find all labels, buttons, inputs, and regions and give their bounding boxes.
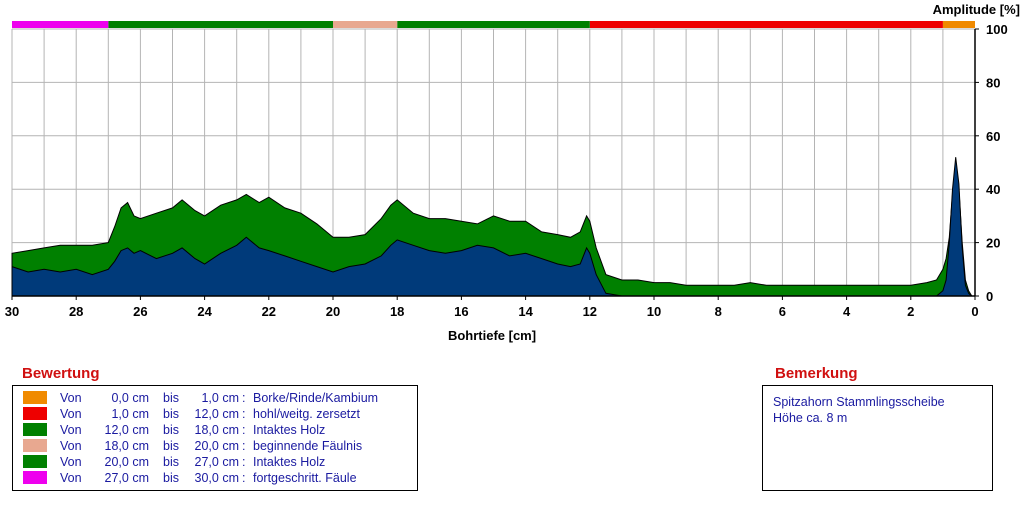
legend-row: Von 12,0 cm bis 18,0 cm: Intaktes Holz (13, 423, 417, 439)
y-tick-label: 80 (986, 75, 1000, 90)
legend-description: Intaktes Holz (253, 423, 326, 437)
remark-line: Spitzahorn Stammlingsscheibe (773, 395, 945, 409)
legend-to: 27,0 cm (194, 455, 239, 469)
y-axis-label: Amplitude [%] (933, 2, 1020, 17)
x-tick-label: 12 (583, 304, 597, 319)
y-axis-ticks: 0 20 40 60 80 100 (975, 22, 1008, 304)
rating-segment (589, 21, 943, 28)
legend-from: 18,0 cm (104, 439, 149, 453)
resistograph-chart: 30 28 26 24 22 20 18 16 14 12 10 8 6 4 2 0 020406080100… (5, 2, 1020, 343)
y-tick-label: 40 (986, 182, 1000, 197)
x-axis-label: Bohrtiefe [cm] (448, 328, 536, 343)
legend-from: 27,0 cm (104, 471, 149, 485)
legend-from: 0,0 cm (111, 391, 149, 405)
legend-von: Von (60, 439, 82, 453)
legend-colon: : (242, 471, 246, 485)
legend-bis: bis (163, 407, 179, 421)
legend-von: Von (60, 423, 82, 437)
legend-swatch (23, 455, 47, 468)
rating-segment (12, 21, 109, 28)
x-tick-label: 14 (518, 304, 533, 319)
remark-title: Bemerkung (775, 365, 858, 382)
legend-row: Von 18,0 cm bis 20,0 cm: beginnende Fäulnis (13, 439, 417, 455)
remark-line: Höhe ca. 8 m (773, 411, 848, 425)
legend-swatch (23, 423, 47, 436)
legend-colon: : (242, 391, 246, 405)
x-tick-label: 8 (715, 304, 722, 319)
legend-row: Von 0,0 cm bis 1,0 cm: Borke/Rinde/Kambium (13, 391, 417, 407)
legend-swatch (23, 471, 47, 484)
legend-swatch (23, 407, 47, 420)
rating-segment (942, 21, 975, 28)
y-tick-label: 20 (986, 236, 1000, 251)
rating-segment (397, 21, 590, 28)
remark-box: Spitzahorn Stammlingsscheibe Höhe ca. 8 … (762, 385, 993, 491)
rating-segment (333, 21, 398, 28)
x-tick-label: 28 (69, 304, 83, 319)
rating-bar (12, 21, 975, 28)
legend-from: 20,0 cm (104, 455, 149, 469)
legend-description: Borke/Rinde/Kambium (253, 391, 379, 405)
x-tick-label: 18 (390, 304, 404, 319)
legend-description: hohl/weitg. zersetzt (253, 407, 360, 421)
x-tick-label: 26 (133, 304, 147, 319)
legend-von: Von (60, 471, 82, 485)
x-tick-label: 20 (326, 304, 340, 319)
legend-colon: : (242, 439, 246, 453)
rating-segment (108, 21, 333, 28)
legend-bis: bis (163, 391, 179, 405)
legend-row: Von 27,0 cm bis 30,0 cm: fortgeschritt. Fäul… (13, 471, 417, 487)
legend-swatch (23, 439, 47, 452)
legend-colon: : (242, 455, 246, 469)
x-tick-label: 22 (262, 304, 276, 319)
legend-to: 30,0 cm (194, 471, 239, 485)
legend-bis: bis (163, 471, 179, 485)
legend-von: Von (60, 407, 82, 421)
x-tick-label: 16 (454, 304, 468, 319)
x-axis-ticks: 30 28 26 24 22 20 18 16 14 12 10 8 6 4 2 0 (5, 296, 979, 319)
legend-from: 1,0 cm (111, 407, 149, 421)
legend-to: 12,0 cm (194, 407, 239, 421)
x-tick-label: 30 (5, 304, 19, 319)
legend-bis: bis (163, 423, 179, 437)
x-tick-label: 24 (197, 304, 212, 319)
legend-description: fortgeschritt. Fäule (253, 471, 357, 485)
legend-colon: : (242, 423, 246, 437)
legend-from: 12,0 cm (104, 423, 149, 437)
legend-description: Intaktes Holz (253, 455, 326, 469)
legend-von: Von (60, 391, 82, 405)
x-tick-label: 2 (907, 304, 914, 319)
x-tick-label: 4 (843, 304, 851, 319)
legend-bis: bis (163, 439, 179, 453)
legend-row: Von 1,0 cm bis 12,0 cm: hohl/weitg. zersetzt (13, 407, 417, 423)
legend-description: beginnende Fäulnis (253, 439, 363, 453)
y-tick-label: 100 (986, 22, 1008, 37)
legend-to: 20,0 cm (194, 439, 239, 453)
legend-colon: : (242, 407, 246, 421)
legend-bis: bis (163, 455, 179, 469)
legend-box: Von 0,0 cm bis 1,0 cm: Borke/Rinde/Kambium Vo… (12, 385, 418, 491)
x-tick-label: 0 (971, 304, 978, 319)
legend-row: Von 20,0 cm bis 27,0 cm: Intaktes Holz (13, 455, 417, 471)
legend-title: Bewertung (22, 365, 100, 382)
y-tick-label: 0 (986, 289, 993, 304)
legend-von: Von (60, 455, 82, 469)
y-tick-label: 60 (986, 129, 1000, 144)
x-tick-label: 6 (779, 304, 786, 319)
legend-swatch (23, 391, 47, 404)
chart-areas (11, 29, 976, 297)
x-tick-label: 10 (647, 304, 661, 319)
legend-to: 18,0 cm (194, 423, 239, 437)
legend-to: 1,0 cm (201, 391, 239, 405)
